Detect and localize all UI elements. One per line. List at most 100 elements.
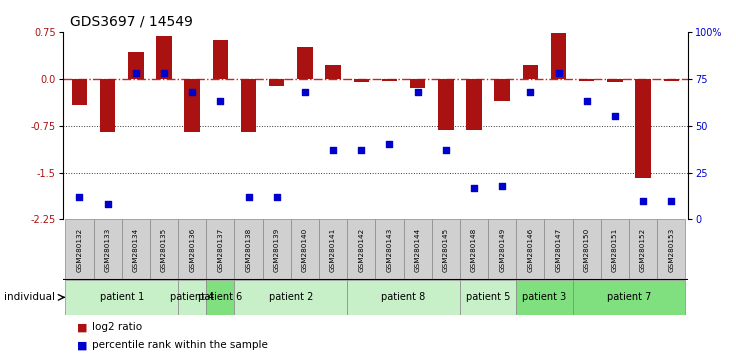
Bar (297, 47, 313, 79)
Text: patient 3: patient 3 (523, 292, 567, 302)
Bar (516, 280, 573, 315)
Point (440, 147, 452, 153)
Text: GSM280136: GSM280136 (189, 227, 195, 272)
Text: GSM280140: GSM280140 (302, 227, 308, 272)
Point (468, 185, 480, 190)
Text: GSM280149: GSM280149 (499, 227, 505, 272)
Bar (206, 219, 235, 280)
Bar (291, 219, 319, 280)
Text: GSM280133: GSM280133 (105, 227, 110, 272)
Text: GSM280152: GSM280152 (640, 227, 646, 272)
Point (411, 89, 423, 95)
Bar (235, 219, 263, 280)
Text: patient 7: patient 7 (606, 292, 651, 302)
Text: GSM280153: GSM280153 (668, 227, 674, 272)
Text: GSM280144: GSM280144 (414, 227, 421, 272)
Text: GSM280138: GSM280138 (246, 227, 252, 272)
Text: patient 1: patient 1 (99, 292, 144, 302)
Bar (206, 280, 235, 315)
Bar (403, 219, 432, 280)
Text: GSM280143: GSM280143 (386, 227, 392, 272)
Text: GSM280147: GSM280147 (556, 227, 562, 272)
Bar (185, 79, 200, 132)
Bar (347, 280, 460, 315)
Text: GSM280141: GSM280141 (330, 227, 336, 272)
Bar (545, 219, 573, 280)
Text: ■: ■ (77, 340, 88, 350)
Bar (121, 219, 150, 280)
Bar (460, 280, 516, 315)
Bar (635, 79, 651, 178)
Text: GSM280132: GSM280132 (77, 227, 82, 272)
Point (271, 194, 283, 200)
Text: GSM280145: GSM280145 (443, 227, 449, 272)
Bar (66, 219, 93, 280)
Text: patient 4: patient 4 (170, 292, 214, 302)
Point (355, 147, 367, 153)
Bar (93, 219, 121, 280)
Bar (150, 219, 178, 280)
Bar (523, 65, 538, 79)
Text: GSM280146: GSM280146 (528, 227, 534, 272)
Point (74, 194, 85, 200)
Point (553, 70, 565, 76)
Text: patient 5: patient 5 (466, 292, 510, 302)
Text: ■: ■ (77, 322, 88, 332)
Text: patient 6: patient 6 (198, 292, 242, 302)
Bar (66, 280, 178, 315)
Bar (663, 79, 679, 81)
Bar (71, 79, 88, 105)
Bar (601, 219, 629, 280)
Point (186, 89, 198, 95)
Bar (156, 36, 171, 79)
Bar (235, 280, 347, 315)
Bar (573, 219, 601, 280)
Text: GSM280139: GSM280139 (274, 227, 280, 272)
Text: percentile rank within the sample: percentile rank within the sample (92, 340, 268, 350)
Point (609, 113, 620, 119)
Bar (213, 40, 228, 79)
Text: GSM280135: GSM280135 (161, 227, 167, 272)
Point (243, 194, 255, 200)
Bar (325, 65, 341, 79)
Point (637, 198, 649, 204)
Bar (100, 79, 116, 132)
Bar (488, 219, 516, 280)
Point (130, 70, 142, 76)
Bar (607, 79, 623, 82)
Text: GSM280142: GSM280142 (358, 227, 364, 272)
Bar (438, 79, 453, 130)
Bar (460, 219, 488, 280)
Bar (353, 79, 369, 82)
Point (496, 183, 508, 189)
Text: GDS3697 / 14549: GDS3697 / 14549 (70, 14, 193, 28)
Point (665, 198, 677, 204)
Bar (629, 219, 657, 280)
Bar (319, 219, 347, 280)
Bar (432, 219, 460, 280)
Bar (178, 219, 206, 280)
Text: GSM280148: GSM280148 (471, 227, 477, 272)
Bar (516, 219, 545, 280)
Bar (551, 33, 566, 79)
Point (102, 202, 113, 207)
Point (158, 70, 170, 76)
Bar (657, 219, 685, 280)
Bar (128, 52, 144, 79)
Bar (410, 79, 425, 88)
Point (299, 89, 311, 95)
Point (328, 147, 339, 153)
Bar (375, 219, 403, 280)
Bar (241, 79, 256, 132)
Bar (573, 280, 685, 315)
Text: log2 ratio: log2 ratio (92, 322, 142, 332)
Bar (579, 79, 595, 81)
Bar (495, 79, 510, 101)
Point (383, 142, 395, 147)
Bar (178, 280, 206, 315)
Text: GSM280151: GSM280151 (612, 227, 618, 272)
Bar (269, 79, 285, 86)
Text: patient 2: patient 2 (269, 292, 313, 302)
Point (525, 89, 537, 95)
Point (581, 98, 592, 104)
